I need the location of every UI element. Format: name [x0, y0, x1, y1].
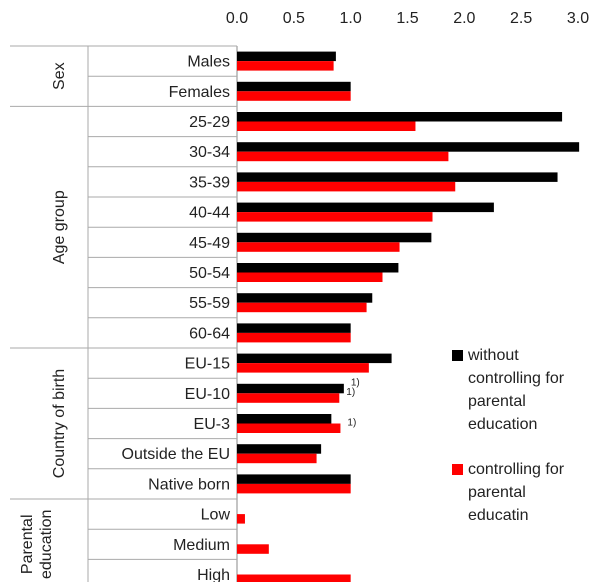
legend-label-line: controlling for: [468, 461, 565, 478]
category-label: 35-39: [189, 174, 230, 191]
category-label: Outside the EU: [122, 446, 231, 463]
category-label: 40-44: [189, 205, 230, 222]
bar-without-control: [237, 232, 432, 243]
x-tick-label: 2.5: [510, 10, 532, 27]
bar-with-control: [237, 151, 449, 162]
bar-with-control: [237, 242, 400, 252]
legend-label-line: controlling for: [468, 370, 565, 387]
category-label: EU-15: [185, 356, 230, 373]
category-label: 45-49: [189, 235, 230, 252]
category-label: 30-34: [189, 144, 230, 161]
category-label: Medium: [173, 537, 230, 554]
category-label: EU-10: [185, 386, 230, 403]
bar-without-control: [237, 474, 351, 484]
bar-without-control: [237, 112, 563, 122]
category-label: 55-59: [189, 295, 230, 312]
bar-with-control: [237, 574, 351, 582]
bar-without-control: [237, 51, 336, 62]
x-tick-label: 0.0: [226, 10, 248, 27]
x-tick-label: 3.0: [567, 10, 589, 27]
legend-label-line: educatin: [468, 507, 529, 524]
bar-with-control: [237, 483, 351, 494]
x-tick-label: 1.5: [396, 10, 418, 27]
bar-without-control: [237, 383, 344, 394]
category-label: Low: [201, 507, 231, 524]
x-tick-label: 1.0: [340, 10, 362, 27]
bar-with-control: [237, 423, 341, 433]
legend-item-without-control: without controlling for parental educati…: [452, 344, 594, 436]
footnote-marker: 1): [346, 387, 355, 398]
group-label: Country of birth: [51, 369, 68, 478]
footnote-marker: 1): [351, 378, 360, 389]
legend-label-line: parental: [468, 484, 526, 501]
category-label: Native born: [148, 476, 230, 493]
bar-without-control: [237, 323, 351, 333]
legend-label-line: education: [468, 416, 538, 433]
category-label: 50-54: [189, 265, 230, 282]
category-label: 60-64: [189, 325, 230, 342]
legend-swatch-red: [452, 464, 463, 475]
bar-with-control: [237, 91, 351, 101]
x-tick-label: 0.5: [283, 10, 305, 27]
bar-without-control: [237, 172, 558, 182]
bar-with-control: [237, 181, 456, 192]
x-tick-label: 2.0: [453, 10, 475, 27]
legend-label-line: parental: [468, 393, 526, 410]
bar-with-control: [237, 61, 334, 71]
bar-with-control: [237, 363, 369, 373]
legend: without controlling for parental educati…: [452, 344, 594, 549]
group-label: Parental education: [19, 510, 55, 579]
category-label: Males: [187, 54, 230, 71]
category-label: 25-29: [189, 114, 230, 131]
bar-without-control: [237, 202, 494, 213]
group-label: Age group: [51, 190, 68, 264]
bar-with-control: [237, 453, 317, 464]
legend-item-with-control: controlling for parental educatin: [452, 458, 594, 527]
bar-with-control: [237, 272, 383, 282]
bar-with-control: [237, 544, 269, 554]
bar-without-control: [237, 414, 332, 424]
bar-with-control: [237, 302, 367, 313]
bar-with-control: [237, 393, 340, 403]
legend-label-line: without: [468, 347, 519, 364]
category-label: Females: [169, 84, 230, 101]
bar-without-control: [237, 353, 392, 364]
bar-without-control: [237, 81, 351, 92]
category-label: EU-3: [194, 416, 231, 433]
bar-with-control: [237, 514, 245, 524]
bar-with-control: [237, 332, 351, 343]
footnote-marker: 1): [347, 417, 356, 428]
legend-swatch-black: [452, 350, 463, 361]
group-label: Sex: [51, 62, 68, 90]
bar-without-control: [237, 142, 580, 152]
bar-without-control: [237, 263, 399, 273]
bar-with-control: [237, 121, 416, 131]
bar-with-control: [237, 212, 433, 222]
category-label: High: [197, 567, 230, 582]
bar-without-control: [237, 293, 373, 303]
bar-without-control: [237, 444, 322, 454]
